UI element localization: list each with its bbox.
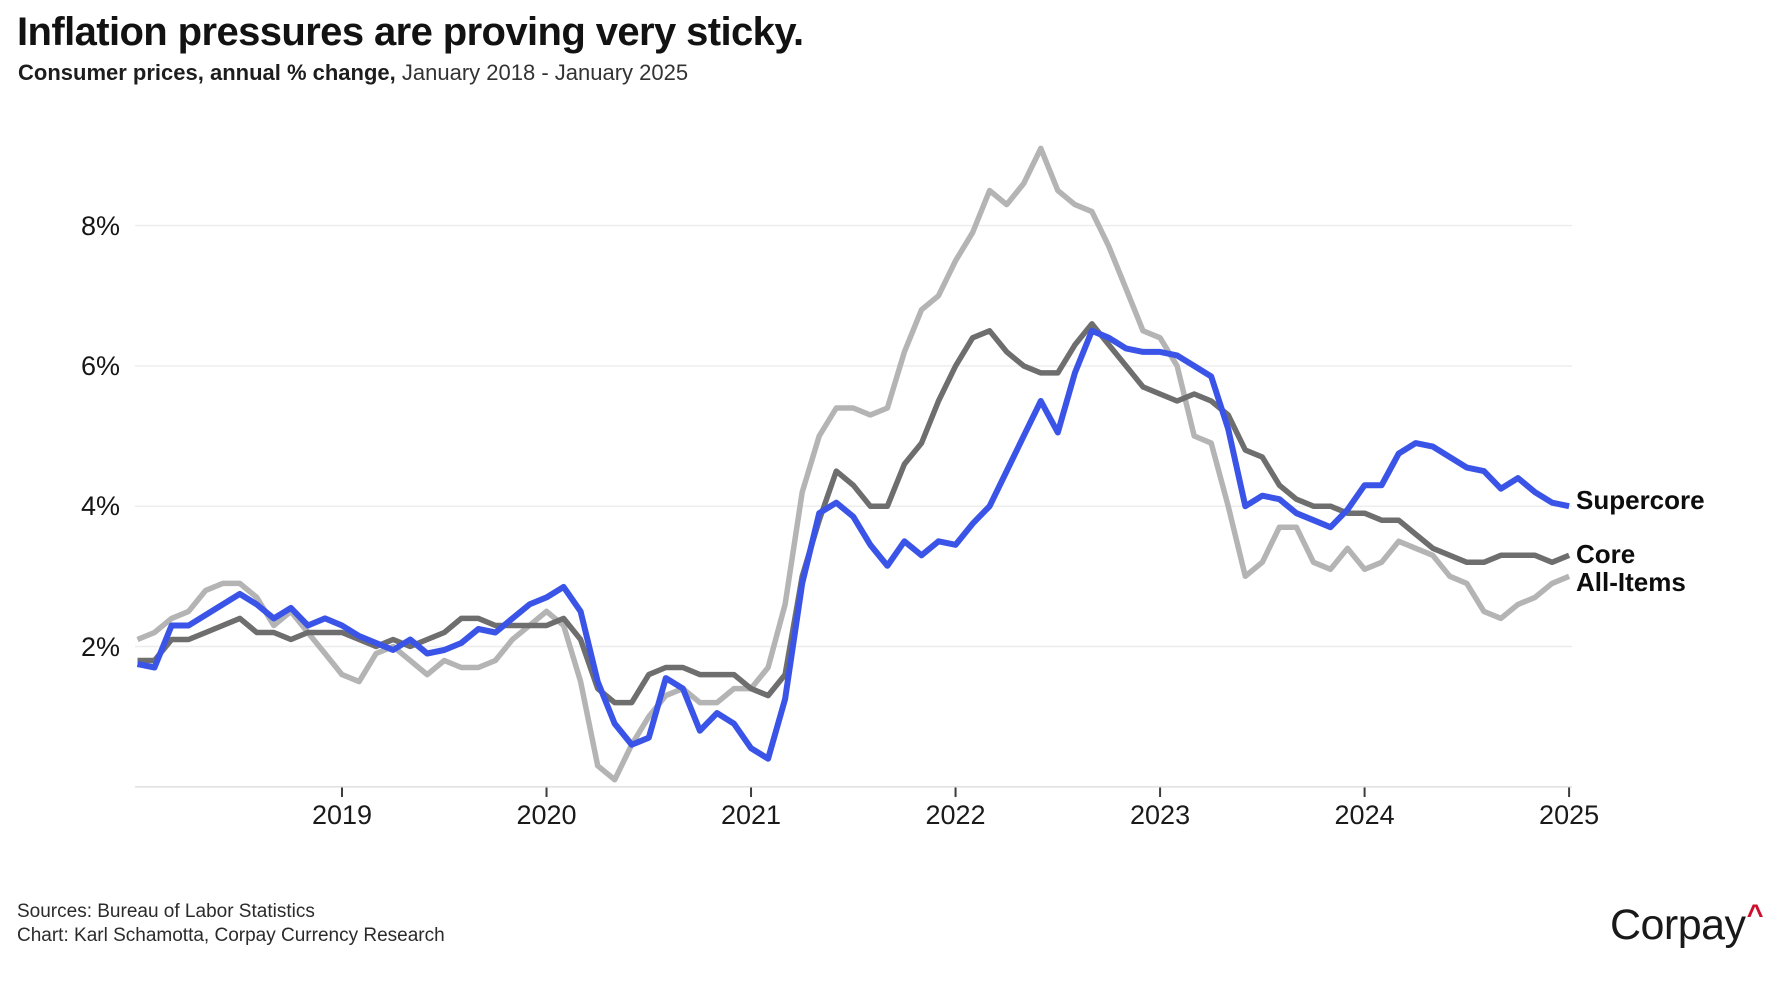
x-tick-label-2020: 2020 — [516, 800, 577, 830]
series-line-all-items — [136, 145, 1571, 783]
corpay-logo-text: Corpay — [1609, 901, 1746, 949]
corpay-caret-icon: ^ — [1746, 899, 1764, 931]
page-title: Inflation pressures are proving very sti… — [17, 10, 804, 54]
series-line-supercore — [136, 327, 1570, 762]
y-tick-label-4%: 4% — [80, 491, 120, 522]
x-tick-label-2022: 2022 — [925, 800, 986, 830]
x-tick-label-2021: 2021 — [720, 800, 782, 830]
footer-sources: Sources: Bureau of Labor Statistics — [17, 901, 315, 922]
footer-credit: Chart: Karl Schamotta, Corpay Currency R… — [17, 925, 445, 946]
y-tick-label-6%: 6% — [80, 350, 120, 381]
subtitle-daterange: January 2018 - January 2025 — [395, 60, 689, 85]
footer: Sources: Bureau of Labor Statistics Char… — [17, 900, 445, 948]
series-label-supercore: Supercore — [1576, 485, 1705, 515]
series-line-core — [137, 321, 1571, 706]
chart-subtitle: Consumer prices, annual % change, Januar… — [18, 60, 688, 86]
subtitle-measure: Consumer prices, annual % change, — [18, 60, 396, 85]
x-tick-label-2019: 2019 — [311, 800, 373, 830]
y-tick-label-8%: 8% — [80, 210, 120, 241]
x-tick-label-2024: 2024 — [1334, 800, 1395, 830]
y-tick-label-2%: 2% — [80, 631, 120, 662]
x-tick-label-2023: 2023 — [1130, 800, 1191, 830]
corpay-logo: Corpay^ — [1609, 899, 1764, 950]
x-tick-label-2025: 2025 — [1539, 800, 1600, 830]
series-label-all-items: All-Items — [1576, 567, 1686, 597]
series-label-core: Core — [1576, 539, 1636, 569]
